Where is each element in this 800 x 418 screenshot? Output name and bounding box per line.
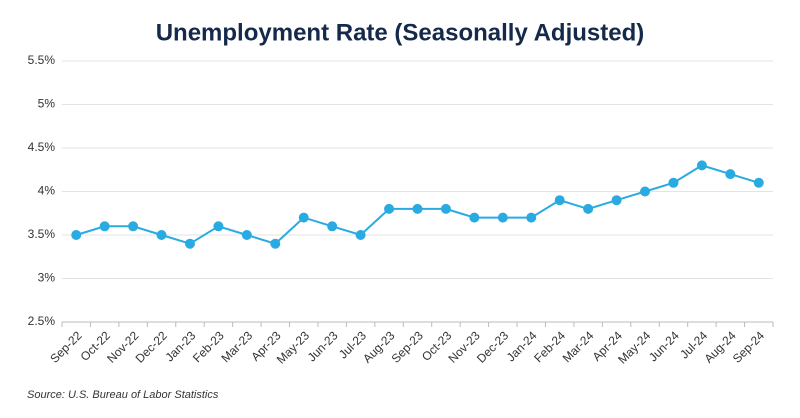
data-point	[327, 221, 338, 232]
data-point	[668, 177, 679, 188]
y-tick-label: 4.5%	[28, 140, 56, 154]
x-tick-label: Sep-24	[730, 328, 767, 365]
data-point	[696, 160, 707, 171]
x-tick-label: Mar-24	[560, 328, 597, 365]
data-point	[71, 230, 82, 240]
y-tick-label: 2.5%	[28, 314, 56, 328]
data-point	[640, 186, 651, 197]
x-tick-label: Sep-22	[47, 328, 84, 365]
chart-title: Unemployment Rate (Seasonally Adjusted)	[156, 19, 645, 46]
data-point	[384, 203, 395, 214]
y-tick-label: 3%	[38, 271, 56, 285]
y-tick-label: 3.5%	[28, 227, 56, 241]
x-tick-label: Sep-23	[389, 328, 426, 365]
data-point	[270, 238, 281, 249]
y-tick-label: 5.5%	[28, 53, 56, 67]
y-tick-label: 5%	[38, 97, 56, 111]
y-tick-label: 4%	[38, 184, 56, 198]
data-point	[753, 177, 764, 188]
data-point	[497, 212, 508, 223]
data-point	[440, 203, 451, 214]
data-point	[725, 169, 736, 180]
data-point	[184, 238, 195, 249]
data-point	[99, 221, 110, 232]
data-point	[128, 221, 139, 232]
x-tick-label: Jun-24	[646, 328, 682, 364]
x-tick-label: Dec-22	[133, 328, 170, 365]
data-point	[213, 221, 224, 232]
source-note: Source: U.S. Bureau of Labor Statistics	[27, 389, 219, 401]
data-point	[412, 203, 423, 214]
data-point	[469, 212, 480, 223]
data-point	[241, 230, 252, 240]
x-tick-label: Jun-23	[305, 328, 341, 364]
data-point	[554, 195, 565, 206]
data-point	[298, 212, 309, 223]
x-tick-label: May-24	[615, 328, 653, 366]
data-point	[611, 195, 622, 206]
data-point	[156, 230, 167, 240]
data-point	[355, 230, 366, 240]
data-point	[583, 203, 594, 214]
x-tick-label: Dec-23	[474, 328, 511, 365]
data-point	[526, 212, 537, 223]
x-tick-label: May-23	[274, 328, 312, 366]
x-tick-label: Mar-23	[218, 328, 255, 365]
